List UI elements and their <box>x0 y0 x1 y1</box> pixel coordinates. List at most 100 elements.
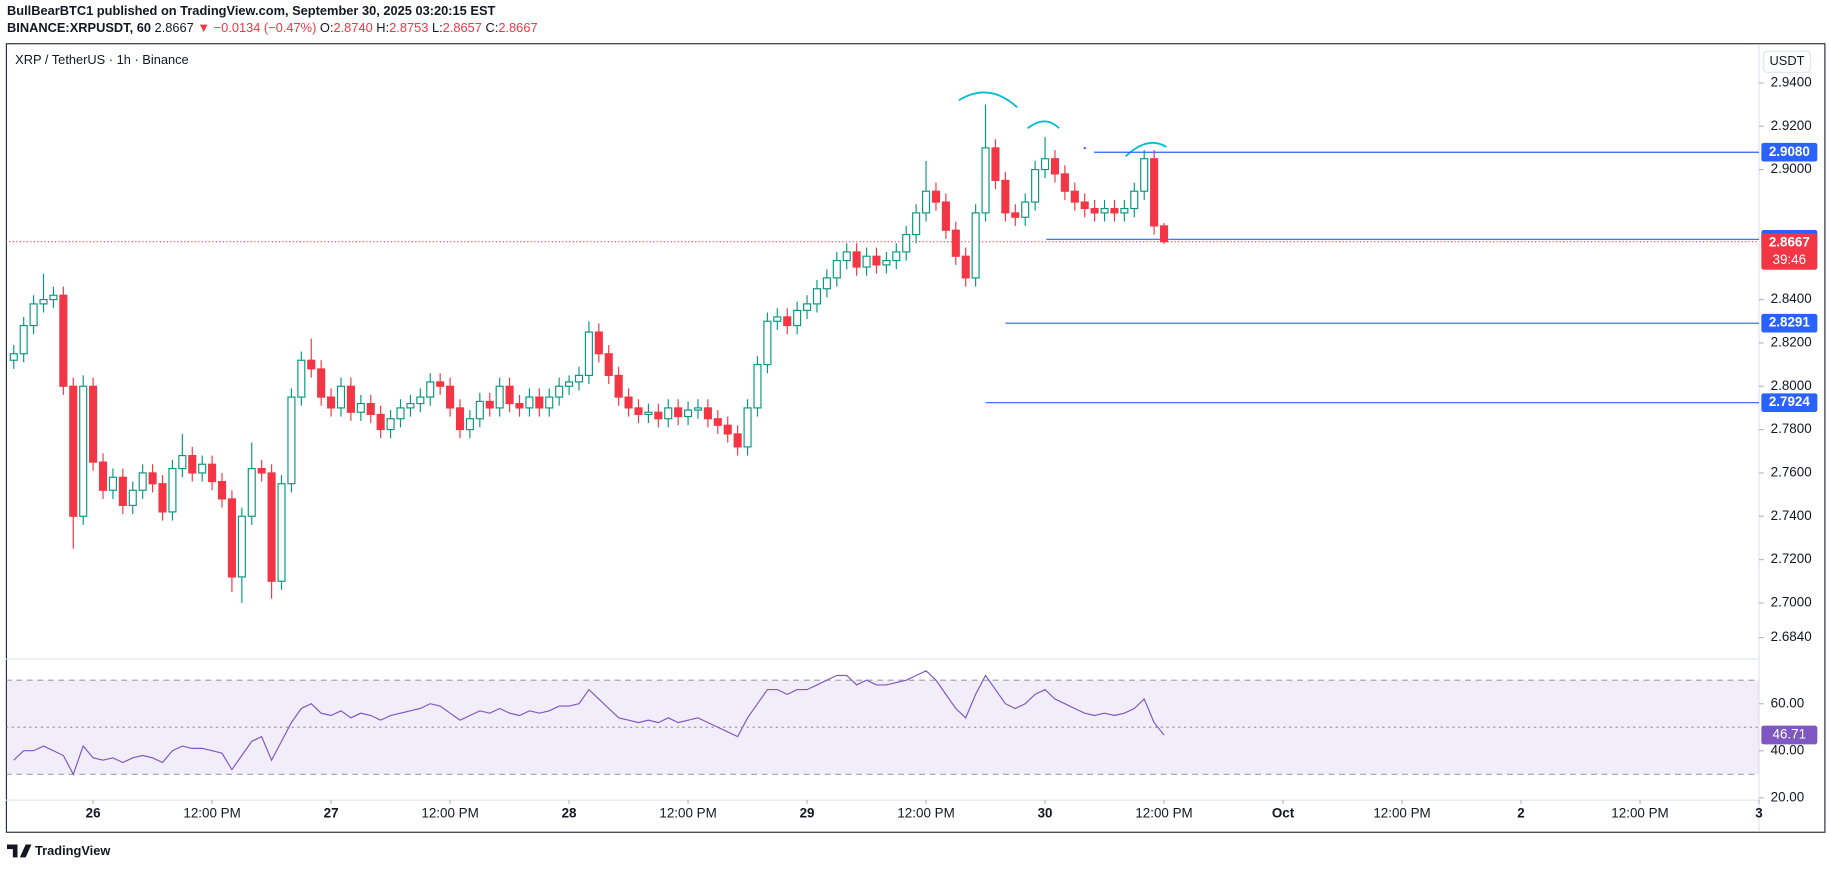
candle-body <box>1080 201 1089 210</box>
change: ▼ −0.0134 (−0.47%) <box>197 21 316 36</box>
candle-body <box>912 212 921 236</box>
candle-body <box>376 413 385 431</box>
l-val: 2.8657 <box>443 21 482 36</box>
candle-body <box>495 385 504 409</box>
candle-body <box>892 251 901 262</box>
candle-body <box>1090 207 1099 214</box>
level-label: 2.8291 <box>1769 315 1811 330</box>
symbol: BINANCE:XRPUSDT, 60 <box>7 21 151 36</box>
candle-body <box>803 303 812 311</box>
x-tick-label: 30 <box>1038 806 1053 821</box>
y-tick-label: 2.8000 <box>1771 378 1812 393</box>
candle-body <box>684 409 693 418</box>
candle-body <box>634 407 643 415</box>
candle-body <box>1130 190 1139 210</box>
currency: USDT <box>1770 53 1805 68</box>
last-price-label: 2.8667 <box>1769 234 1810 249</box>
rsi-line <box>13 670 1165 776</box>
candle-body <box>703 407 712 420</box>
candle-body <box>862 255 871 268</box>
y-tick-label: 2.8400 <box>1771 291 1812 306</box>
candle-body <box>872 255 881 266</box>
y-tick-label: 2.9400 <box>1771 74 1812 89</box>
candle-body <box>327 396 336 409</box>
level-label-box <box>1761 393 1818 413</box>
h-key: H: <box>376 21 389 36</box>
candle-body <box>287 396 296 485</box>
symbol-line: BINANCE:XRPUSDT, 60 2.8667 ▼ −0.0134 (−0… <box>7 21 538 36</box>
candle-body <box>852 251 861 268</box>
candle-body <box>515 402 524 409</box>
candle-body <box>525 396 534 409</box>
candle-body <box>584 331 593 376</box>
x-tick-label: 28 <box>562 806 577 821</box>
candle-body <box>396 407 405 420</box>
candle-body <box>446 385 455 409</box>
y-tick-label: 2.7000 <box>1771 594 1812 609</box>
annotations <box>958 91 1167 157</box>
candle-body <box>594 331 603 355</box>
x-tick-label: 12:00 PM <box>659 806 716 821</box>
x-tick-label: 3 <box>1755 806 1762 821</box>
candle-body <box>783 316 792 327</box>
candle-body <box>346 385 355 413</box>
candle-body <box>505 385 514 405</box>
candle-body <box>921 190 931 214</box>
currency-box[interactable] <box>1763 50 1811 73</box>
level-label: 2.9080 <box>1769 144 1810 159</box>
candle-body <box>386 418 395 431</box>
candle-body <box>356 402 365 413</box>
frame <box>5 43 1826 833</box>
o-key: O: <box>320 21 334 36</box>
candle-body <box>108 476 117 491</box>
candle-body <box>1011 212 1020 218</box>
candle-body <box>931 190 941 203</box>
candle-body <box>128 489 137 506</box>
candle-body <box>1031 168 1040 203</box>
candle-body <box>971 212 980 279</box>
candle-body <box>902 233 911 253</box>
candle-body <box>951 229 960 257</box>
x-tick-label: Oct <box>1272 806 1295 821</box>
candle-body <box>822 277 831 290</box>
l-key: L: <box>432 21 443 36</box>
candle-body <box>69 385 78 517</box>
candle-body <box>614 374 623 398</box>
rsi-last-label: 46.71 <box>1773 727 1807 742</box>
candle-body <box>1040 158 1050 171</box>
candle-body <box>416 396 425 405</box>
candle-body <box>793 309 802 327</box>
x-tick-label: 27 <box>324 806 339 821</box>
candle-body <box>39 298 48 305</box>
arc <box>958 91 1018 108</box>
candle-body <box>247 467 256 517</box>
candle-body <box>317 368 326 398</box>
candle-body <box>763 320 772 366</box>
candle-body <box>664 407 673 420</box>
candle-body <box>118 476 127 506</box>
y-tick-label: 2.7200 <box>1771 551 1812 566</box>
candle-body <box>208 463 217 483</box>
candle-body <box>753 363 762 409</box>
y-tick-label: 2.6840 <box>1771 629 1812 644</box>
candle-body <box>59 294 68 387</box>
c-key: C: <box>486 21 499 36</box>
y-tick-label: 2.9000 <box>1771 161 1812 176</box>
candle-body <box>733 433 742 448</box>
candle-body <box>535 396 544 409</box>
rsi-y-tick-label: 60.00 <box>1771 695 1805 710</box>
candle-body <box>366 402 375 415</box>
candle-body <box>842 251 851 262</box>
arc <box>1125 141 1167 157</box>
candle-body <box>1159 225 1169 243</box>
candle-body <box>1100 207 1109 214</box>
candle-body <box>674 407 683 418</box>
candle-body <box>882 259 891 266</box>
candle-body <box>475 400 484 420</box>
x-tick-label: 12:00 PM <box>1611 806 1668 821</box>
x-tick-label: 2 <box>1517 806 1524 821</box>
candle-body <box>237 515 246 578</box>
level-label-box <box>1761 313 1818 333</box>
y-tick-label: 2.7600 <box>1771 464 1812 479</box>
